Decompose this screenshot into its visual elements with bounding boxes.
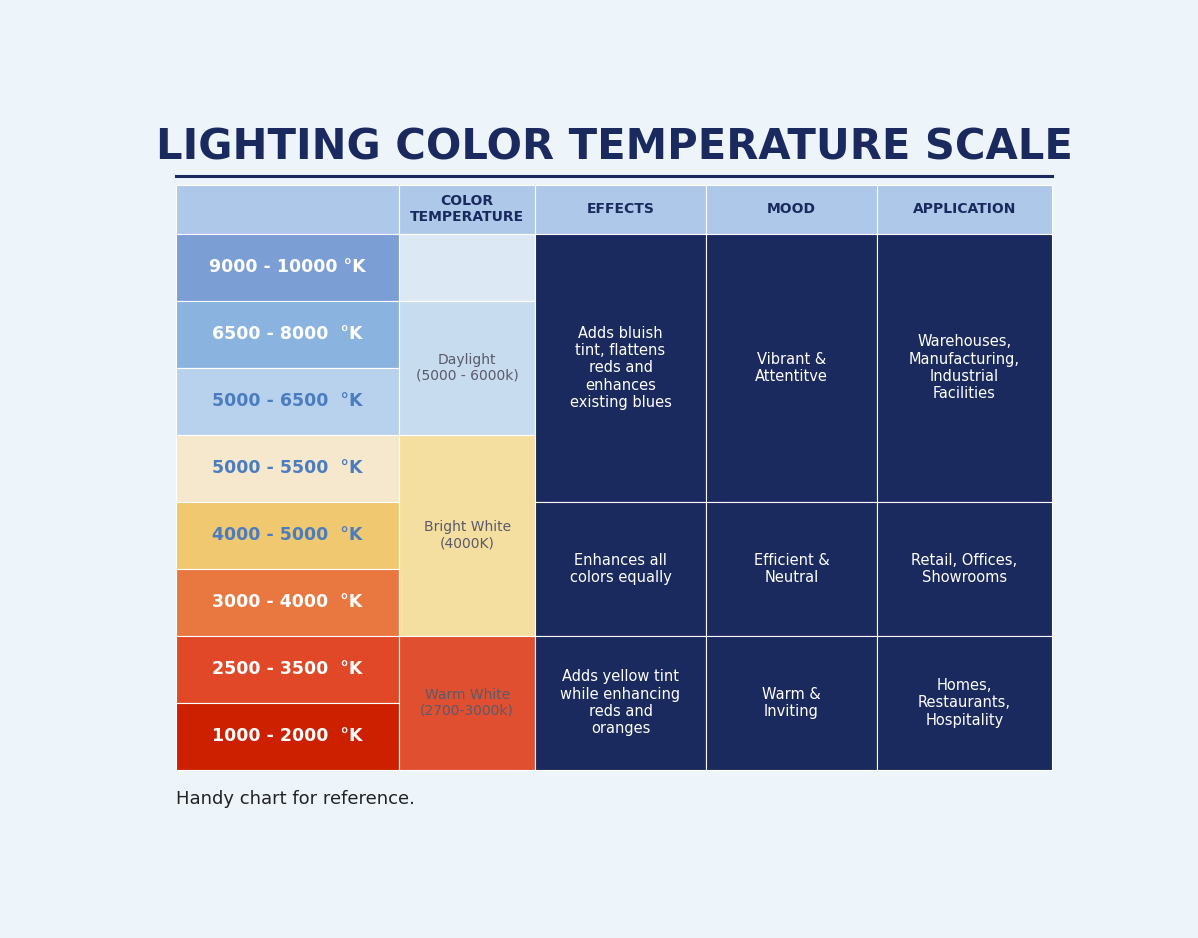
FancyBboxPatch shape	[877, 636, 1052, 770]
Text: Vibrant &
Attentitve: Vibrant & Attentitve	[755, 352, 828, 384]
FancyBboxPatch shape	[536, 234, 706, 502]
FancyBboxPatch shape	[176, 435, 399, 502]
Text: Retail, Offices,
Showrooms: Retail, Offices, Showrooms	[912, 552, 1017, 585]
FancyBboxPatch shape	[877, 502, 1052, 636]
Text: Adds yellow tint
while enhancing
reds and
oranges: Adds yellow tint while enhancing reds an…	[561, 669, 680, 736]
FancyBboxPatch shape	[399, 185, 536, 234]
FancyBboxPatch shape	[399, 301, 536, 435]
FancyBboxPatch shape	[176, 502, 399, 568]
Text: Daylight
(5000 - 6000k): Daylight (5000 - 6000k)	[416, 353, 519, 383]
Text: Homes,
Restaurants,
Hospitality: Homes, Restaurants, Hospitality	[918, 678, 1011, 728]
Text: LIGHTING COLOR TEMPERATURE SCALE: LIGHTING COLOR TEMPERATURE SCALE	[156, 127, 1072, 168]
FancyBboxPatch shape	[176, 234, 399, 301]
Text: 6500 - 8000  °K: 6500 - 8000 °K	[212, 325, 363, 343]
FancyBboxPatch shape	[706, 234, 877, 502]
Text: 5000 - 6500  °K: 5000 - 6500 °K	[212, 392, 363, 410]
Text: 4000 - 5000  °K: 4000 - 5000 °K	[212, 526, 363, 544]
Text: 5000 - 5500  °K: 5000 - 5500 °K	[212, 460, 363, 477]
FancyBboxPatch shape	[706, 502, 877, 636]
FancyBboxPatch shape	[176, 568, 399, 636]
FancyBboxPatch shape	[706, 185, 877, 234]
FancyBboxPatch shape	[399, 435, 536, 636]
Text: Warehouses,
Manufacturing,
Industrial
Facilities: Warehouses, Manufacturing, Industrial Fa…	[909, 334, 1019, 401]
FancyBboxPatch shape	[399, 234, 536, 301]
FancyBboxPatch shape	[176, 185, 399, 234]
Text: Warm &
Inviting: Warm & Inviting	[762, 687, 821, 719]
FancyBboxPatch shape	[176, 368, 399, 435]
Text: 9000 - 10000 °K: 9000 - 10000 °K	[210, 258, 365, 277]
Text: MOOD: MOOD	[767, 203, 816, 217]
FancyBboxPatch shape	[536, 502, 706, 636]
Text: EFFECTS: EFFECTS	[587, 203, 654, 217]
FancyBboxPatch shape	[536, 636, 706, 770]
Text: Warm White
(2700-3000k): Warm White (2700-3000k)	[420, 688, 514, 718]
Text: Efficient &
Neutral: Efficient & Neutral	[754, 552, 829, 585]
Text: Adds bluish
tint, flattens
reds and
enhances
existing blues: Adds bluish tint, flattens reds and enha…	[569, 325, 672, 410]
Text: COLOR
TEMPERATURE: COLOR TEMPERATURE	[410, 194, 525, 224]
FancyBboxPatch shape	[176, 301, 399, 368]
Text: Enhances all
colors equally: Enhances all colors equally	[569, 552, 672, 585]
Text: 3000 - 4000  °K: 3000 - 4000 °K	[212, 594, 363, 612]
FancyBboxPatch shape	[536, 185, 706, 234]
Text: APPLICATION: APPLICATION	[913, 203, 1016, 217]
FancyBboxPatch shape	[877, 234, 1052, 502]
FancyBboxPatch shape	[176, 703, 399, 770]
Text: 2500 - 3500  °K: 2500 - 3500 °K	[212, 660, 363, 678]
FancyBboxPatch shape	[176, 636, 399, 703]
Text: Bright White
(4000K): Bright White (4000K)	[424, 521, 510, 551]
FancyBboxPatch shape	[877, 185, 1052, 234]
FancyBboxPatch shape	[399, 636, 536, 770]
Text: Handy chart for reference.: Handy chart for reference.	[176, 790, 415, 808]
Text: 1000 - 2000  °K: 1000 - 2000 °K	[212, 727, 363, 746]
FancyBboxPatch shape	[706, 636, 877, 770]
